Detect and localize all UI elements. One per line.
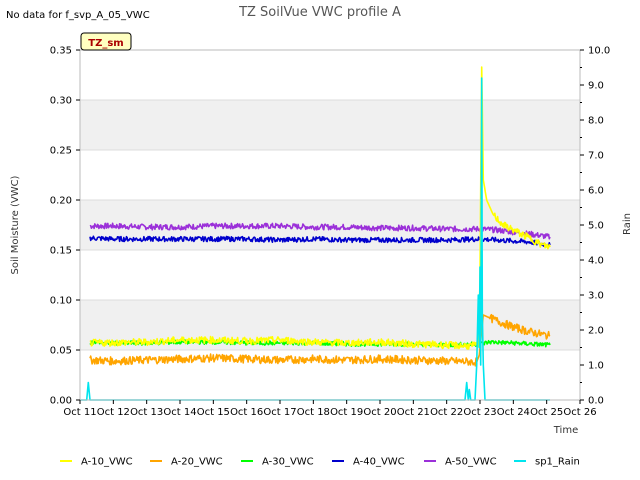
band-2 bbox=[80, 100, 580, 150]
x-tick-label: Oct 23 bbox=[463, 407, 496, 418]
series-A-50_VWC bbox=[89, 222, 551, 240]
x-tick-label: Oct 15 bbox=[197, 407, 230, 418]
x-axis: Oct 11 Oct 12 Oct 13 Oct 14 Oct 15 Oct 16 Oct … bbox=[63, 400, 597, 418]
y2-tick-label: 3.0 bbox=[588, 291, 604, 302]
y-tick-label: 0.25 bbox=[50, 146, 72, 157]
y2-tick-label: 0.0 bbox=[588, 396, 604, 407]
x-tick-label: Oct 20 bbox=[363, 407, 396, 418]
y2-tick-label: 2.0 bbox=[588, 326, 604, 337]
x-tick-label: Oct 24 bbox=[497, 407, 530, 418]
y2-tick-label: 4.0 bbox=[588, 256, 604, 267]
y-tick-label: 0.10 bbox=[50, 296, 72, 307]
legend: A-10_VWC A-20_VWC A-30_VWC A-40_VWC A-50_VWC… bbox=[60, 457, 580, 468]
y2-tick-label: 1.0 bbox=[588, 361, 604, 372]
y-tick-label: 0.05 bbox=[50, 346, 72, 357]
legend-label-A-10_VWC: A-10_VWC bbox=[81, 457, 133, 468]
x-tick-label: Oct 22 bbox=[430, 407, 463, 418]
x-axis-label: Time bbox=[553, 425, 578, 436]
y-axis-label: Soil Moisture (VWC) bbox=[10, 175, 21, 274]
series-layer bbox=[80, 66, 551, 401]
no-data-note: No data for f_svp_A_05_VWC bbox=[6, 10, 150, 21]
y2-tick-label: 9.0 bbox=[588, 81, 604, 92]
y2-tick-label: 8.0 bbox=[588, 116, 604, 127]
legend-label-A-20_VWC: A-20_VWC bbox=[171, 457, 223, 468]
series-A-20_VWC bbox=[89, 313, 551, 367]
x-tick-label: Oct 21 bbox=[397, 407, 430, 418]
x-tick-label: Oct 25 bbox=[530, 407, 563, 418]
y2-tick-label: 6.0 bbox=[588, 186, 604, 197]
x-tick-label: Oct 13 bbox=[130, 407, 163, 418]
background-bands bbox=[80, 100, 580, 350]
x-tick-label: Oct 18 bbox=[297, 407, 330, 418]
x-tick-label: Oct 26 bbox=[563, 407, 596, 418]
y2-tick-label: 5.0 bbox=[588, 221, 604, 232]
legend-label-A-40_VWC: A-40_VWC bbox=[353, 457, 405, 468]
x-tick-label: Oct 14 bbox=[163, 407, 196, 418]
y2-tick-label: 10.0 bbox=[588, 46, 610, 57]
y2-tick-label: 7.0 bbox=[588, 151, 604, 162]
y-axis: 0.00 0.05 0.10 0.15 0.20 0.25 0.30 0.35 bbox=[50, 46, 80, 407]
series-A-40_VWC bbox=[89, 235, 551, 248]
y-tick-label: 0.30 bbox=[50, 96, 72, 107]
x-tick-label: Oct 12 bbox=[97, 407, 130, 418]
x-tick-label: Oct 19 bbox=[330, 407, 363, 418]
series-A-10_VWC bbox=[89, 66, 551, 350]
legend-label-A-30_VWC: A-30_VWC bbox=[262, 457, 314, 468]
x-tick-label: Oct 16 bbox=[230, 407, 263, 418]
site-badge: TZ_sm bbox=[80, 32, 132, 51]
y-tick-label: 0.15 bbox=[50, 246, 72, 257]
legend-label-A-50_VWC: A-50_VWC bbox=[445, 457, 497, 468]
x-tick-label: Oct 17 bbox=[263, 407, 296, 418]
legend-label-sp1_Rain: sp1_Rain bbox=[535, 457, 580, 468]
y-tick-label: 0.35 bbox=[50, 46, 72, 57]
site-badge-label: TZ_sm bbox=[88, 38, 123, 49]
y-tick-label: 0.20 bbox=[50, 196, 72, 207]
chart-title: TZ SoilVue VWC profile A bbox=[238, 5, 401, 20]
y2-axis-label: Rain bbox=[622, 213, 633, 235]
y2-axis: 0.0 1.0 2.0 3.0 4.0 5.0 6.0 7.0 8.0 9.0 10.0 bbox=[580, 46, 610, 407]
x-tick-label: Oct 11 bbox=[63, 407, 96, 418]
y-tick-label: 0.00 bbox=[50, 396, 72, 407]
